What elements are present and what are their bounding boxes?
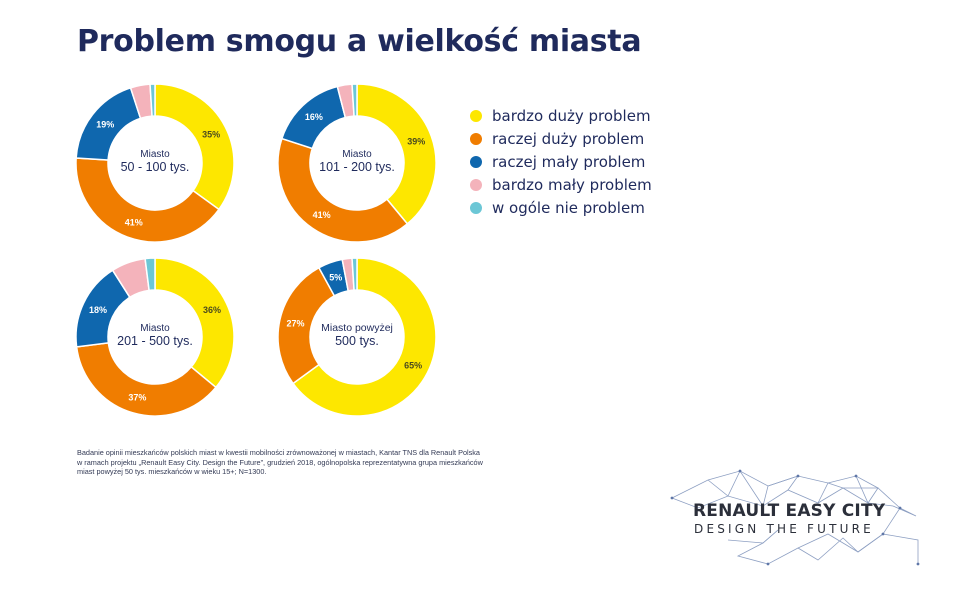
- donut-center-label: 201 - 500 tys.: [117, 334, 193, 348]
- legend-swatch: [470, 132, 482, 145]
- donut-center-label: Miasto: [140, 323, 170, 334]
- donut-segment: [356, 83, 437, 225]
- legend-label: w ogóle nie problem: [492, 198, 645, 217]
- donut-segment: [75, 157, 220, 243]
- footnote-line: w ramach projektu „Renault Easy City. De…: [77, 457, 483, 467]
- donut-segment: [292, 257, 437, 417]
- legend-item: raczej mały problem: [470, 150, 652, 173]
- logo-tagline: DESIGN THE FUTURE: [694, 522, 874, 536]
- legend-swatch: [470, 109, 482, 122]
- donut-center-label: 50 - 100 tys.: [121, 160, 190, 174]
- data-label: 27%: [286, 318, 304, 328]
- data-label: 65%: [404, 361, 422, 371]
- legend: bardzo duży problem raczej duży problem …: [470, 104, 652, 219]
- donut-segment: [351, 83, 358, 117]
- data-label: 35%: [202, 129, 220, 139]
- page-title: Problem smogu a wielkość miasta: [77, 24, 642, 59]
- data-label: 39%: [407, 137, 425, 147]
- donut-center-label: Miasto: [342, 149, 372, 160]
- legend-label: raczej mały problem: [492, 152, 646, 171]
- legend-label: bardzo duży problem: [492, 106, 651, 125]
- data-label: 5%: [329, 273, 342, 283]
- footnote-line: miast powyżej 50 tys. mieszkańców w wiek…: [77, 467, 267, 477]
- logo-title: RENAULT EASY CITY: [693, 501, 886, 521]
- legend-swatch: [470, 155, 482, 168]
- legend-item: bardzo mały problem: [470, 173, 652, 196]
- legend-label: bardzo mały problem: [492, 175, 652, 194]
- donut-center-label: 101 - 200 tys.: [319, 160, 395, 174]
- donut-segment: [154, 257, 235, 389]
- donut-segment: [277, 266, 336, 385]
- donut-segment: [351, 257, 358, 291]
- donut-center-label: Miasto: [140, 149, 170, 160]
- data-label: 36%: [203, 305, 221, 315]
- data-label: 37%: [128, 393, 146, 403]
- legend-label: raczej duży problem: [492, 129, 645, 148]
- renault-easy-city-logo: RENAULT EASY CITY DESIGN THE FUTURE: [668, 468, 923, 568]
- legend-item: bardzo duży problem: [470, 104, 652, 127]
- donut-center-label: Miasto powyżej: [321, 322, 393, 334]
- legend-item: raczej duży problem: [470, 127, 652, 150]
- legend-item: w ogóle nie problem: [470, 196, 652, 219]
- data-label: 41%: [313, 210, 331, 220]
- data-label: 18%: [89, 305, 107, 315]
- source-footnote: Badanie opinii mieszkańców polskich mias…: [77, 448, 547, 477]
- donut-segment: [75, 342, 217, 417]
- data-label: 41%: [125, 217, 143, 227]
- donut-segment: [277, 137, 409, 243]
- network-lines-graphic: [670, 469, 920, 566]
- donut-center-label: 500 tys.: [335, 334, 379, 348]
- data-label: 19%: [96, 119, 114, 129]
- donut-segment: [154, 83, 235, 211]
- footnote-line: Badanie opinii mieszkańców polskich mias…: [77, 448, 480, 457]
- legend-swatch: [470, 201, 482, 214]
- data-label: 16%: [305, 112, 323, 122]
- donut-segment: [149, 83, 156, 117]
- donut-segment: [144, 257, 156, 292]
- legend-swatch: [470, 178, 482, 191]
